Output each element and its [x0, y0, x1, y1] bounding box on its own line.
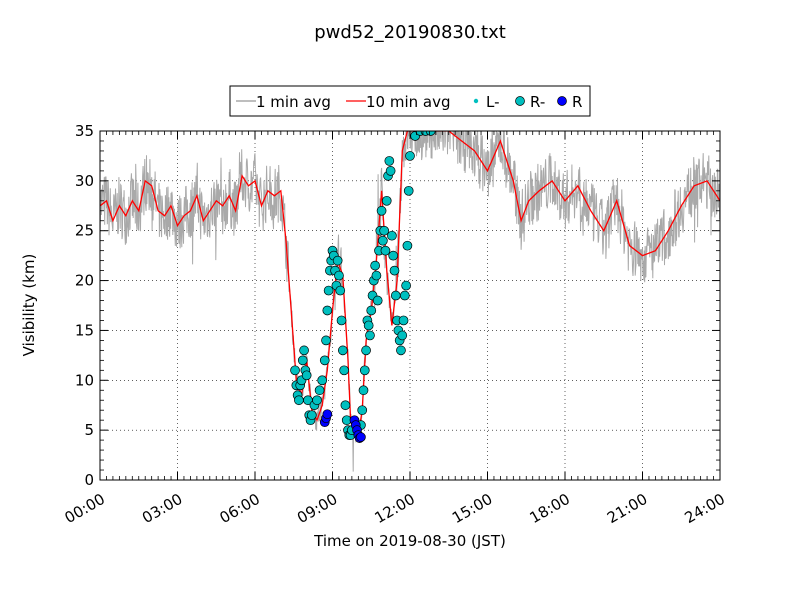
- data-point-r: [290, 365, 300, 376]
- data-point-r: [379, 225, 390, 236]
- data-point-r: [366, 305, 377, 316]
- data-point-r: [294, 395, 304, 406]
- data-point-r: [387, 230, 397, 241]
- data-point-r: [306, 410, 317, 421]
- x-tick-label: 09:00: [294, 490, 340, 527]
- data-point-r: [312, 395, 322, 406]
- data-point-r: [401, 280, 411, 291]
- legend: 1 min avg 10 min avg L- R- R: [229, 85, 591, 117]
- data-point-r: [388, 250, 399, 261]
- data-point-r: [359, 365, 370, 376]
- y-tick-label: 15: [75, 321, 94, 339]
- y-tick-label: 25: [75, 222, 94, 240]
- data-point-r: [358, 385, 369, 396]
- data-point-r: [363, 320, 374, 331]
- legend-label: R-: [530, 93, 545, 111]
- series-1min-avg-line: [100, 131, 720, 472]
- y-tick-label: 0: [84, 471, 94, 489]
- legend-swatch-marker: [557, 96, 567, 106]
- x-tick-label: 21:00: [604, 490, 650, 527]
- legend-swatch-marker: [515, 96, 525, 106]
- legend-label: R: [572, 93, 582, 111]
- data-point-r: [371, 270, 382, 281]
- data-point-r: [378, 235, 388, 246]
- data-point-r: [339, 365, 349, 376]
- x-tick-label: 15:00: [449, 490, 495, 527]
- data-point-r: [403, 185, 414, 196]
- y-tick-label: 30: [75, 172, 94, 190]
- chart-title: pwd52_20190830.txt: [314, 22, 506, 43]
- data-point-r: [397, 330, 408, 341]
- data-point-r: [301, 370, 312, 381]
- legend-label: 10 min avg: [366, 93, 451, 111]
- data-layer: [100, 131, 720, 472]
- data-point-r: [381, 195, 392, 206]
- y-tick-label: 20: [75, 272, 94, 290]
- legend-swatch-dot: [473, 98, 479, 104]
- y-tick-label: 5: [84, 421, 94, 439]
- data-point-r: [376, 205, 387, 216]
- data-point-r: [425, 131, 436, 136]
- data-point-r: [389, 265, 400, 276]
- data-point-r: [372, 295, 383, 306]
- data-point-r: [398, 315, 409, 326]
- y-tick-label: 35: [75, 122, 94, 140]
- data-point-r: [323, 285, 334, 296]
- data-point-r: [322, 305, 333, 316]
- plot-area: 00:00 03:00 06:00 09:00 12:00 15:00 18:00 21:00…: [62, 122, 728, 527]
- data-point-r: [332, 255, 343, 266]
- data-point-r: [335, 285, 346, 296]
- x-axis-label: Time on 2019-08-30 (JST): [313, 532, 506, 550]
- data-point-r: [399, 290, 410, 301]
- legend-label: L-: [486, 93, 500, 111]
- data-point-r: [297, 355, 308, 366]
- data-point-r: [322, 409, 333, 420]
- data-point-r: [357, 405, 368, 416]
- legend-label: 1 min avg: [256, 93, 331, 111]
- data-point-r: [356, 432, 366, 442]
- y-tick-label: 10: [75, 371, 94, 389]
- data-point-r: [314, 385, 325, 396]
- data-point-r: [380, 245, 391, 256]
- data-point-r: [336, 315, 347, 326]
- x-tick-label: 06:00: [217, 490, 263, 527]
- x-tick-label: 03:00: [139, 490, 185, 527]
- data-point-r: [361, 345, 371, 356]
- data-point-r: [319, 355, 330, 366]
- data-point-r: [340, 400, 351, 411]
- data-point-r: [334, 270, 344, 281]
- legend-box: [229, 85, 591, 117]
- data-point-r: [365, 330, 375, 341]
- data-point-r: [390, 290, 401, 301]
- x-tick-label: 24:00: [682, 490, 728, 527]
- data-point-r: [370, 260, 380, 271]
- data-point-r: [405, 151, 415, 161]
- data-point-r: [321, 335, 331, 346]
- x-tick-label: 12:00: [372, 490, 418, 527]
- data-point-r: [384, 156, 395, 166]
- data-point-r: [385, 166, 396, 176]
- data-point-r: [299, 345, 309, 356]
- data-point-r: [317, 375, 328, 386]
- data-point-r: [402, 240, 413, 251]
- y-axis-label: Visibility (km): [20, 254, 38, 357]
- data-point-r: [396, 345, 406, 356]
- x-tick-label: 18:00: [527, 490, 573, 527]
- data-point-r: [337, 345, 348, 356]
- x-tick-label: 00:00: [62, 490, 108, 527]
